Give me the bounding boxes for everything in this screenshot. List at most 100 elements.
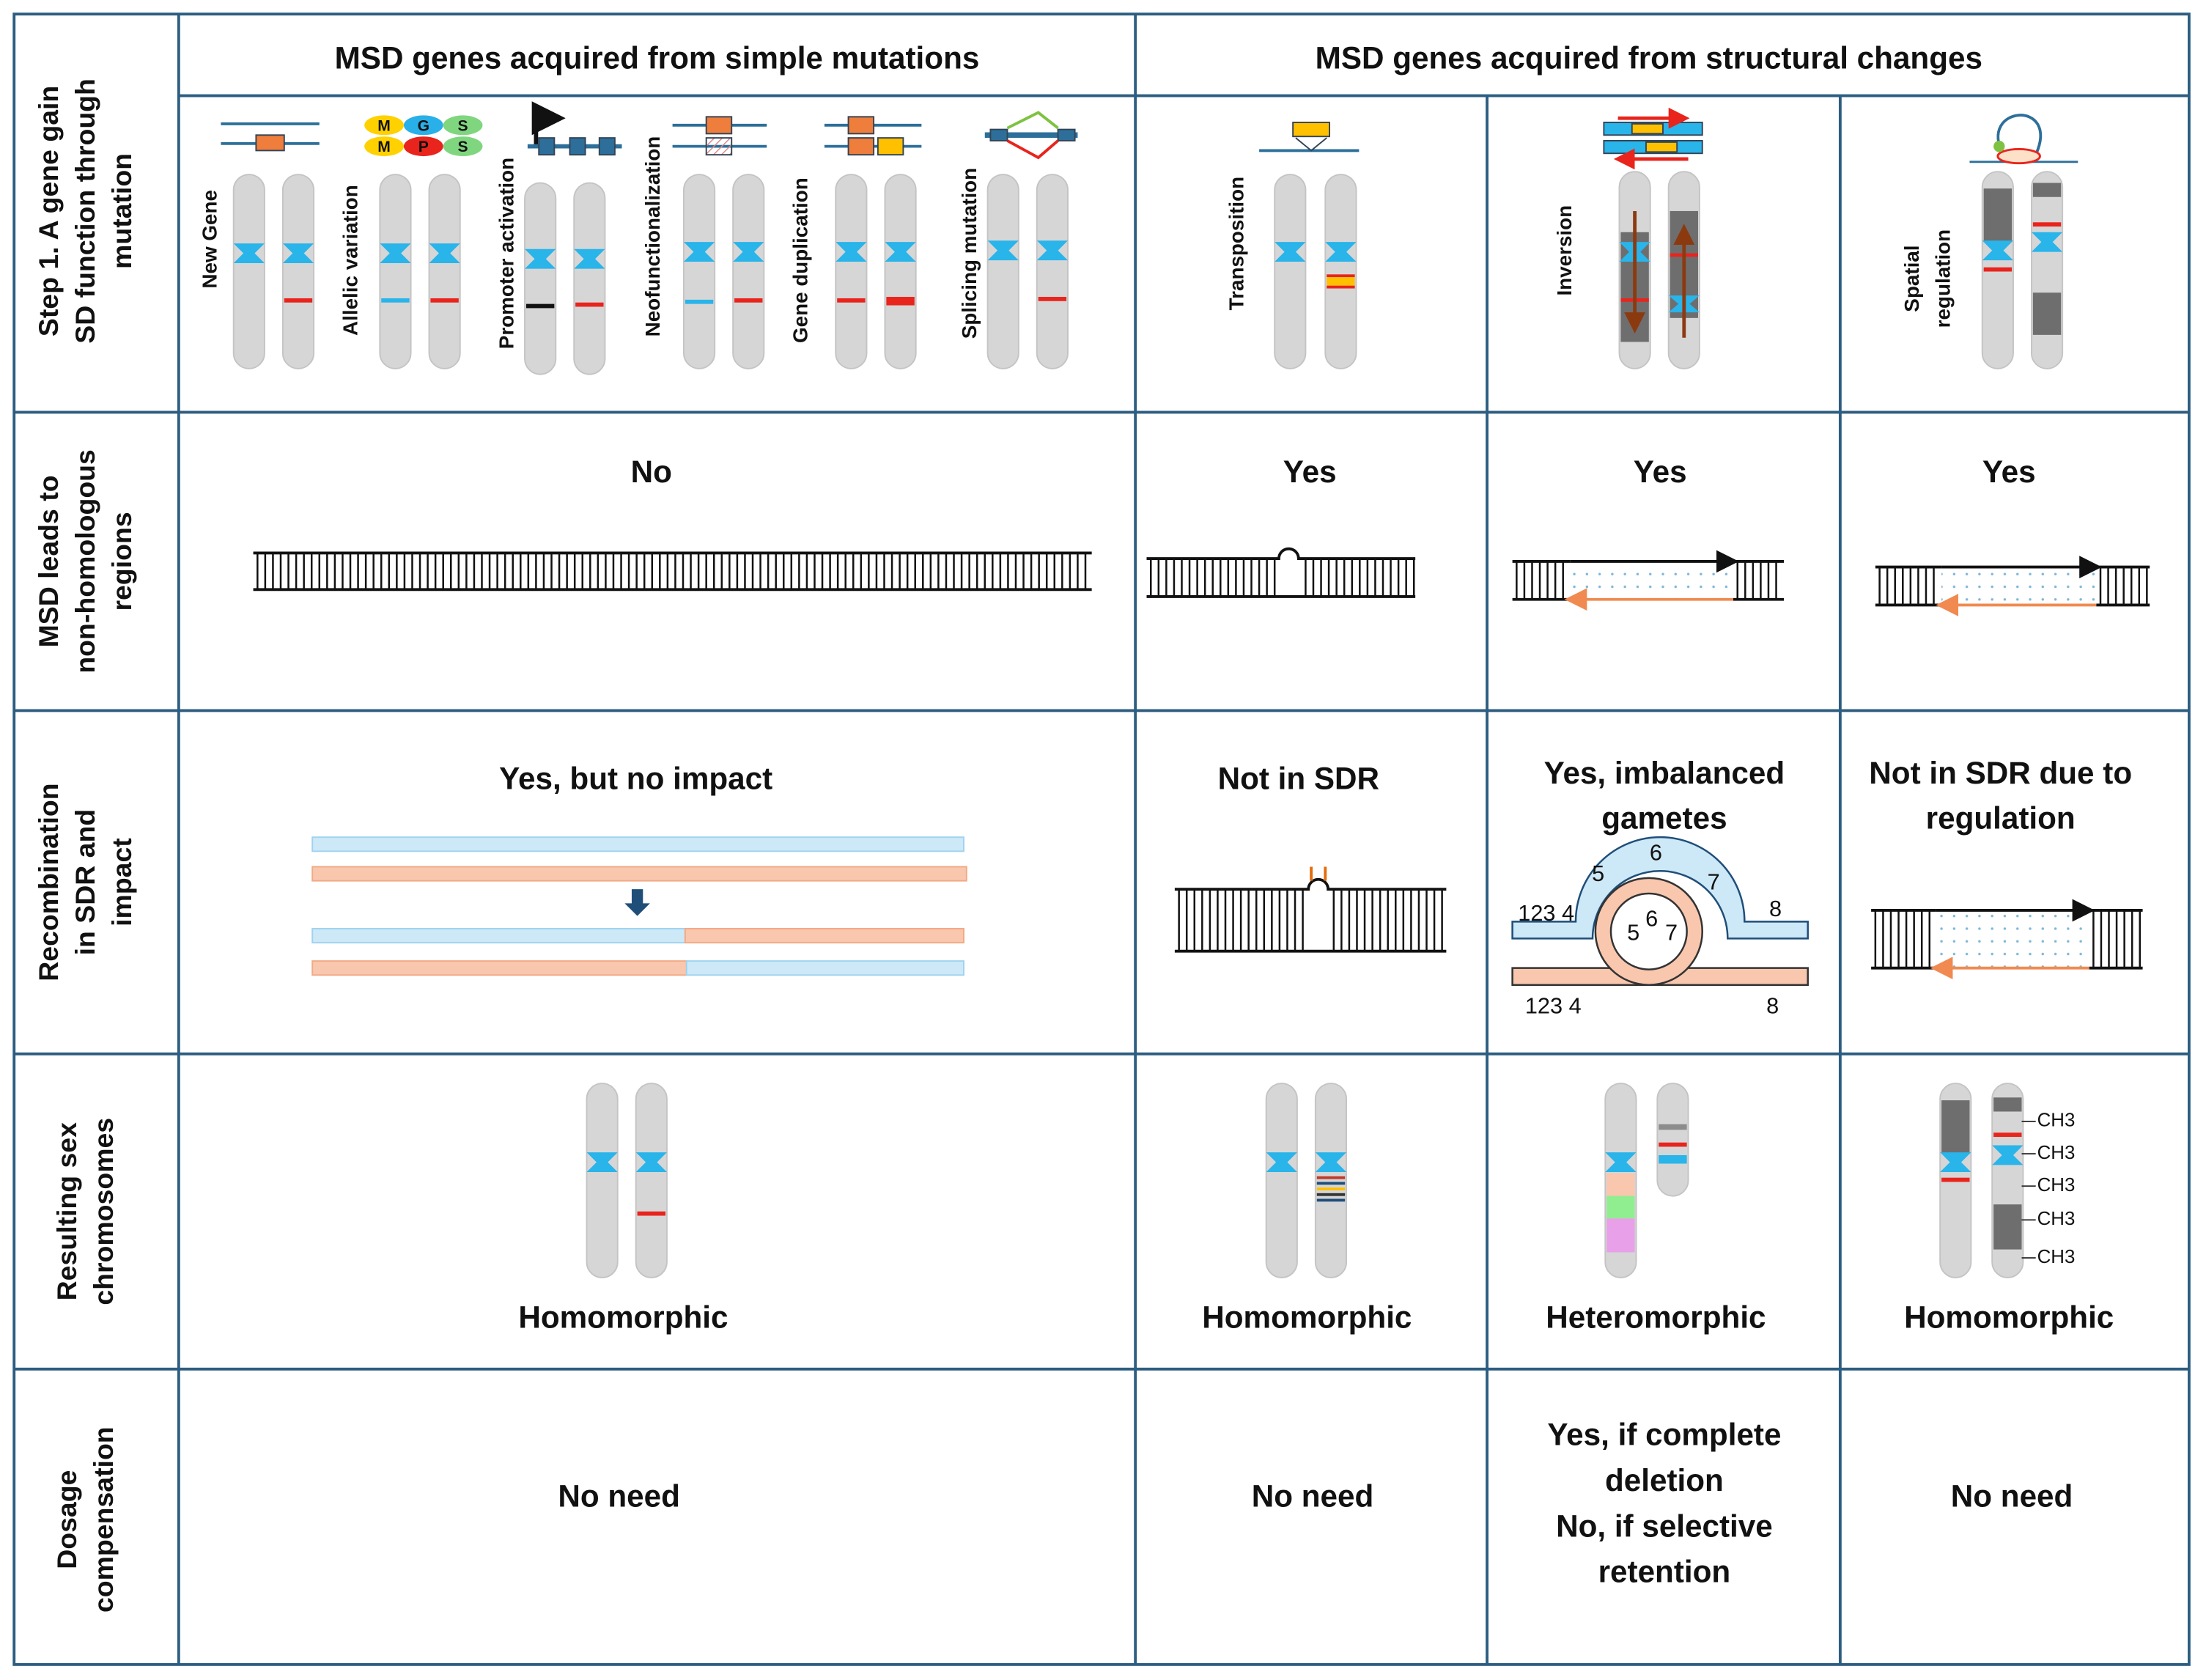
- chromatid: [684, 927, 964, 944]
- centromere: [2031, 232, 2063, 252]
- chromosome-band: [1659, 1142, 1687, 1147]
- locus-number: 6: [1645, 906, 1658, 932]
- methyl-label: CH3: [2037, 1247, 2076, 1267]
- cell-text: gametes: [1601, 800, 1727, 835]
- ladder-rungs: [1178, 889, 1443, 951]
- row-label: non-homologous: [70, 449, 100, 674]
- icon-box: [877, 137, 904, 156]
- cell-text: retention: [1598, 1555, 1731, 1589]
- cell-text: Yes, but no impact: [499, 762, 772, 796]
- cell-text: No, if selective: [1556, 1508, 1773, 1543]
- down-arrow: [624, 889, 650, 916]
- cell-text: No need: [558, 1479, 680, 1514]
- centromere: [1036, 240, 1069, 261]
- ladder-rungs: [257, 553, 1087, 590]
- chromosome: [835, 174, 868, 369]
- mechanism-label: Allelic variation: [339, 185, 361, 336]
- loop-mark: [1310, 866, 1327, 881]
- chromosome-band: [1327, 277, 1355, 286]
- chromosome-band: [1983, 267, 2013, 272]
- exon-box: [598, 137, 616, 156]
- allele-letter: M: [377, 117, 391, 134]
- column-header: MSD genes acquired from structural chang…: [1316, 41, 1982, 75]
- table-border: [12, 12, 2191, 1666]
- allele-letter: S: [458, 117, 468, 134]
- centromere: [1659, 1154, 1687, 1164]
- row-label: regions: [106, 512, 137, 611]
- locus-number: 123 4: [1518, 900, 1574, 926]
- centromere: [1266, 1152, 1297, 1173]
- centromere: [525, 248, 556, 269]
- cell-text: Homomorphic: [1904, 1300, 2114, 1335]
- icon-box: [705, 116, 733, 135]
- mechanism-label: Promoter activation: [495, 158, 517, 349]
- table-grid: [12, 12, 2191, 1666]
- chromosome-band: [1659, 1124, 1687, 1130]
- icon-box: [1292, 122, 1331, 138]
- centromere: [1605, 1152, 1637, 1173]
- chromatid: [311, 866, 967, 882]
- chromosome-band: [1993, 1132, 2022, 1138]
- chromosome-band: [1993, 1204, 2022, 1250]
- cell-text: Yes, imbalanced: [1544, 756, 1785, 790]
- centromere: [733, 242, 764, 262]
- allele-oval: [364, 136, 404, 157]
- chromosome: [986, 174, 1019, 369]
- chromosome-band: [1316, 1176, 1346, 1179]
- icon-box: [1645, 141, 1678, 153]
- chromosome-band: [2032, 292, 2062, 335]
- allele-oval: [403, 115, 443, 136]
- centromere: [1325, 242, 1357, 262]
- allele-letter: M: [377, 139, 391, 155]
- ladder-rungs: [1150, 559, 1415, 597]
- chromosome-band: [575, 302, 604, 307]
- cell-text: No need: [1951, 1479, 2073, 1514]
- row-label: SD function through: [70, 78, 100, 344]
- exon-box: [538, 137, 556, 156]
- chromosome-band: [381, 298, 410, 303]
- centromere: [1940, 1152, 1971, 1173]
- row-label: Recombination: [33, 783, 64, 981]
- cell-text: Yes, if complete: [1547, 1418, 1781, 1452]
- methyl-label: CH3: [2037, 1175, 2076, 1195]
- chromosome-band: [1038, 297, 1067, 301]
- chromatin-loop: [1996, 114, 2043, 156]
- loop-protein: [1993, 140, 2005, 152]
- chromosome-band: [1606, 1218, 1635, 1253]
- chromosome-band: [1983, 188, 2013, 243]
- chromosome: [281, 174, 315, 369]
- chromosome-band: [284, 298, 313, 303]
- chromosome: [1274, 174, 1307, 369]
- dotted-region: [1570, 561, 1733, 600]
- mechanism-label: Transposition: [1225, 177, 1248, 310]
- icon-box: [705, 137, 733, 156]
- chromosome: [379, 174, 412, 369]
- chromosome-band: [1941, 1100, 1970, 1154]
- ladder-rungs: [2099, 567, 2148, 605]
- chromosome: [2030, 171, 2064, 369]
- chromosome: [732, 174, 765, 369]
- centromere: [1274, 242, 1306, 262]
- chromosome: [884, 174, 917, 369]
- centromere: [635, 1152, 667, 1173]
- chromosome-band: [637, 1211, 666, 1216]
- locus-number: 8: [1766, 993, 1779, 1019]
- allele-oval: [443, 115, 483, 136]
- centromere: [233, 243, 265, 263]
- allele-letter: S: [458, 139, 468, 155]
- centromere: [429, 243, 460, 263]
- allele-letter: G: [418, 117, 429, 134]
- icon-box: [1631, 122, 1664, 135]
- row-label: MSD leads to: [33, 475, 64, 647]
- row-label: impact: [106, 838, 137, 926]
- loop-anchor: [1996, 148, 2041, 165]
- chromosome-band: [525, 303, 555, 309]
- cell-text: No: [631, 454, 672, 489]
- chromosome-band: [685, 299, 714, 304]
- chromosome-band: [2032, 222, 2062, 227]
- chromatid: [685, 960, 964, 976]
- allele-oval: [364, 115, 404, 136]
- chromosome-band: [1316, 1182, 1346, 1185]
- locus-number: 5: [1627, 920, 1639, 946]
- centromere: [835, 242, 867, 262]
